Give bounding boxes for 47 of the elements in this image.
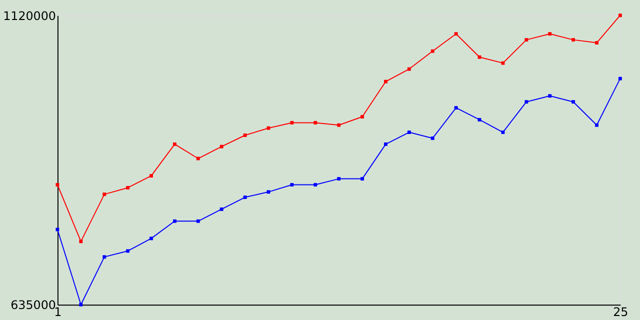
point	[407, 67, 411, 71]
point	[384, 80, 388, 84]
point	[595, 123, 598, 127]
point	[102, 255, 106, 259]
point	[548, 94, 552, 98]
point	[360, 177, 364, 181]
point	[79, 302, 83, 306]
point	[454, 106, 458, 110]
point	[150, 174, 153, 178]
point	[79, 240, 83, 244]
point	[430, 136, 434, 140]
x-tick-label: 1	[54, 305, 62, 320]
x-tick-label: 25	[613, 305, 628, 320]
point	[430, 49, 434, 53]
point	[595, 41, 598, 45]
point	[618, 76, 622, 80]
point	[314, 183, 318, 186]
point	[337, 177, 341, 181]
point	[454, 32, 458, 36]
point	[548, 32, 552, 36]
point	[196, 219, 200, 223]
point	[220, 208, 224, 211]
point	[290, 183, 294, 186]
point	[243, 196, 247, 199]
point	[572, 100, 576, 104]
point	[314, 121, 318, 124]
point	[501, 61, 505, 65]
point	[56, 183, 60, 186]
point	[172, 142, 176, 146]
point	[524, 38, 528, 42]
point	[524, 100, 528, 104]
point	[220, 144, 224, 148]
point	[172, 219, 176, 223]
point	[150, 236, 153, 240]
point	[337, 123, 341, 127]
point	[126, 186, 130, 190]
point	[360, 115, 364, 118]
point	[102, 192, 106, 196]
point	[618, 14, 622, 18]
y-tick-label: 1120000	[3, 8, 56, 23]
y-tick-label: 635000	[10, 298, 56, 312]
point	[572, 38, 576, 42]
point	[407, 130, 411, 134]
point	[384, 142, 388, 146]
point	[501, 130, 505, 134]
point	[243, 134, 247, 137]
point	[290, 121, 294, 124]
